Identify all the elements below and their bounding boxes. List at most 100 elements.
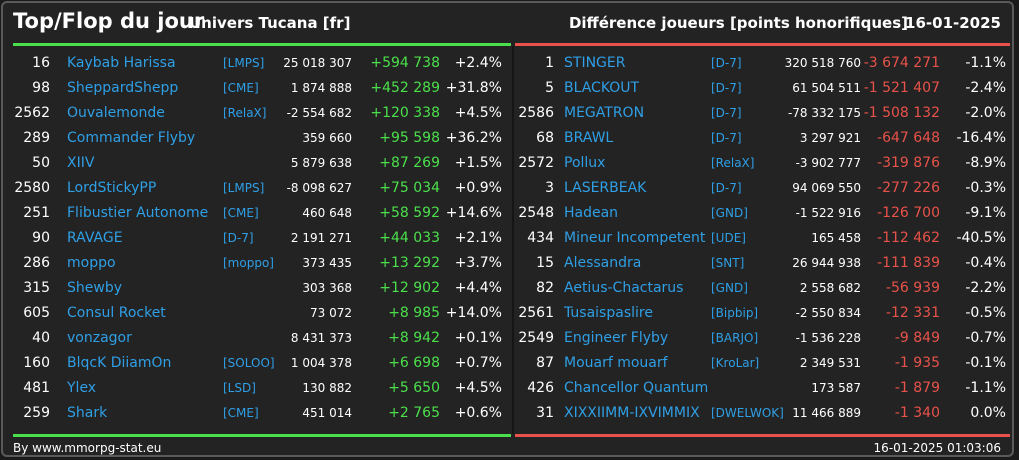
alliance-tag-link[interactable]: [D-7] xyxy=(223,231,254,245)
player-name-link[interactable]: Commander Flyby xyxy=(67,130,196,146)
alliance-tag-link[interactable]: [RelaX] xyxy=(223,106,267,120)
percent-cell: +3.7% xyxy=(454,255,502,271)
alliance-tag-link[interactable]: [LMPS] xyxy=(223,56,265,70)
player-name-link[interactable]: RAVAGE xyxy=(67,230,123,246)
gainer-row: 16 Kaybab Harissa [LMPS] 25 018 307 +594 738… xyxy=(3,50,512,75)
percent-cell: 0.0% xyxy=(970,405,1006,421)
player-name-link[interactable]: XIIV xyxy=(67,155,95,171)
alliance-tag-link[interactable]: [D-7] xyxy=(711,56,742,70)
player-name-link[interactable]: Chancellor Quantum xyxy=(564,380,709,396)
player-name-link[interactable]: SheppardShepp xyxy=(67,80,179,96)
alliance-tag-link[interactable]: [GND] xyxy=(711,206,748,220)
player-name-link[interactable]: Mineur Incompetent xyxy=(564,230,706,246)
diff-cell: +120 338 xyxy=(370,105,440,121)
percent-cell: -1.1% xyxy=(965,380,1006,396)
percent-cell: -0.5% xyxy=(965,305,1006,321)
diff-cell: +2 765 xyxy=(388,405,440,421)
alliance-tag-link[interactable]: [CME] xyxy=(223,406,259,420)
alliance-tag-link[interactable]: [D-7] xyxy=(711,106,742,120)
player-name-link[interactable]: LASERBEAK xyxy=(564,180,647,196)
score-cell: 5 879 638 xyxy=(290,156,352,170)
player-name-link[interactable]: STINGER xyxy=(564,55,626,71)
top-divider-red xyxy=(515,43,1010,46)
rank-cell: 5 xyxy=(545,80,554,96)
bottom-divider-green xyxy=(13,434,511,437)
player-name-link[interactable]: Kaybab Harissa xyxy=(67,55,176,71)
source-credit: By www.mmorpg-stat.eu xyxy=(13,441,162,455)
player-name-link[interactable]: Pollux xyxy=(564,155,606,171)
alliance-tag-link[interactable]: [D-7] xyxy=(711,131,742,145)
gainer-row: 481 Ylex [LSD] 130 882 +5 650 +4.5% xyxy=(3,375,512,400)
diff-cell: -319 876 xyxy=(877,155,940,171)
alliance-tag-link[interactable]: [SNT] xyxy=(711,256,745,270)
diff-cell: +95 598 xyxy=(379,130,440,146)
loser-row: 5 BLACKOUT [D-7] 61 504 511 -1 521 407 -2.4% xyxy=(514,75,1017,100)
diff-cell: +452 289 xyxy=(370,80,440,96)
player-name-link[interactable]: Flibustier Autonome xyxy=(67,205,209,221)
diff-cell: +5 650 xyxy=(388,380,440,396)
rank-cell: 40 xyxy=(32,330,50,346)
alliance-tag-link[interactable]: [LSD] xyxy=(223,381,256,395)
player-name-link[interactable]: Ouvalemonde xyxy=(67,105,165,121)
rank-cell: 68 xyxy=(536,130,554,146)
score-cell: 460 648 xyxy=(302,206,352,220)
alliance-tag-link[interactable]: [SOLOO] xyxy=(223,356,275,370)
player-name-link[interactable]: Tusaispaslire xyxy=(564,305,653,321)
percent-cell: -16.4% xyxy=(956,130,1006,146)
alliance-tag-link[interactable]: [CME] xyxy=(223,206,259,220)
percent-cell: +14.6% xyxy=(445,205,502,221)
alliance-tag-link[interactable]: [DWELWOK] xyxy=(711,406,784,420)
player-name-link[interactable]: Engineer Flyby xyxy=(564,330,669,346)
rank-cell: 3 xyxy=(545,180,554,196)
loser-row: 2586 MEGATRON [D-7] -78 332 175 -1 508 132 -2… xyxy=(514,100,1017,125)
score-cell: 1 874 888 xyxy=(290,81,352,95)
player-name-link[interactable]: vonzagor xyxy=(67,330,132,346)
player-name-link[interactable]: Shark xyxy=(67,405,108,421)
percent-cell: -2.0% xyxy=(965,105,1006,121)
player-name-link[interactable]: Alessandra xyxy=(564,255,642,271)
rank-cell: 15 xyxy=(536,255,554,271)
alliance-tag-link[interactable]: [CME] xyxy=(223,81,259,95)
alliance-tag-link[interactable]: [UDE] xyxy=(711,231,746,245)
diff-cell: -1 879 xyxy=(894,380,940,396)
player-name-link[interactable]: BlqcK DiiamOn xyxy=(67,355,172,371)
alliance-tag-link[interactable]: [Bipbip] xyxy=(711,306,759,320)
loser-row: 3 LASERBEAK [D-7] 94 069 550 -277 226 -0.3% xyxy=(514,175,1017,200)
player-name-link[interactable]: BRAWL xyxy=(564,130,614,146)
alliance-tag-link[interactable]: [moppo] xyxy=(223,256,274,270)
percent-cell: +31.8% xyxy=(445,80,502,96)
column-divider xyxy=(512,46,514,434)
player-name-link[interactable]: Shewby xyxy=(67,280,122,296)
score-cell: -78 332 175 xyxy=(787,106,861,120)
alliance-tag-link[interactable]: [LMPS] xyxy=(223,181,265,195)
diff-cell: +13 292 xyxy=(379,255,440,271)
player-name-link[interactable]: Mouarf mouarf xyxy=(564,355,668,371)
alliance-tag-link[interactable]: [KroLar] xyxy=(711,356,760,370)
diff-cell: -126 700 xyxy=(877,205,940,221)
player-name-link[interactable]: Hadean xyxy=(564,205,619,221)
alliance-tag-link[interactable]: [RelaX] xyxy=(711,156,755,170)
bottom-divider-red xyxy=(515,434,1010,437)
player-name-link[interactable]: Aetius-Chactarus xyxy=(564,280,684,296)
percent-cell: -0.7% xyxy=(965,330,1006,346)
alliance-tag-link[interactable]: [D-7] xyxy=(711,181,742,195)
gainer-row: 605 Consul Rocket 73 072 +8 985 +14.0% xyxy=(3,300,512,325)
player-name-link[interactable]: Ylex xyxy=(67,380,97,396)
percent-cell: +2.4% xyxy=(454,55,502,71)
alliance-tag-link[interactable]: [BARJO] xyxy=(711,331,759,345)
player-name-link[interactable]: MEGATRON xyxy=(564,105,645,121)
player-name-link[interactable]: XIXXIIMM-IXVIMMIX xyxy=(564,405,700,421)
player-name-link[interactable]: Consul Rocket xyxy=(67,305,166,321)
percent-cell: +0.9% xyxy=(454,180,502,196)
player-name-link[interactable]: LordStickyPP xyxy=(67,180,157,196)
alliance-tag-link[interactable]: [D-7] xyxy=(711,81,742,95)
player-name-link[interactable]: moppo xyxy=(67,255,116,271)
player-name-link[interactable]: BLACKOUT xyxy=(564,80,640,96)
top-losers-table: 1 STINGER [D-7] 320 518 760 -3 674 271 -1.1% 5… xyxy=(514,50,1017,425)
score-cell: 61 504 511 xyxy=(792,81,861,95)
diff-cell: -3 674 271 xyxy=(863,55,940,71)
diff-cell: +8 942 xyxy=(388,330,440,346)
diff-cell: -1 521 407 xyxy=(863,80,940,96)
alliance-tag-link[interactable]: [GND] xyxy=(711,281,748,295)
